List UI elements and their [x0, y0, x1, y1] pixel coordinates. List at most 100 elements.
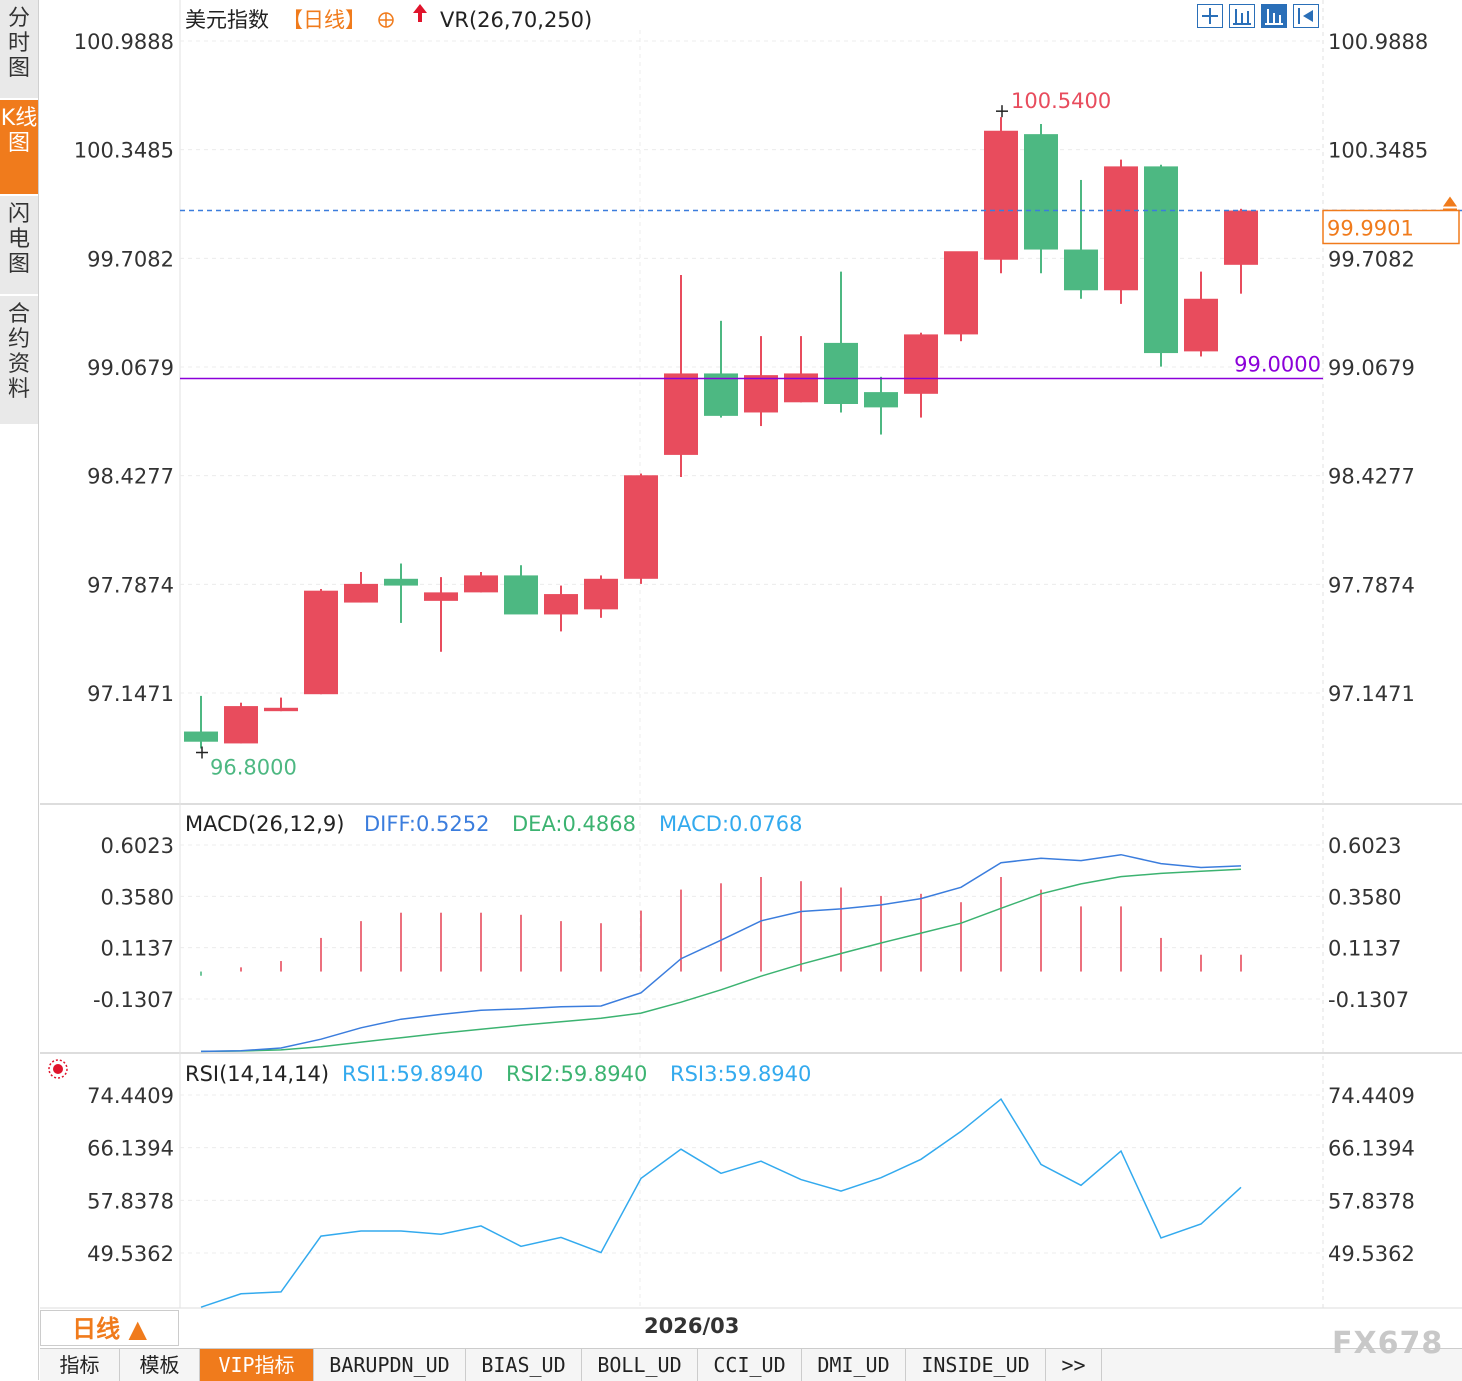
price-tick-label-left: 100.9888 — [74, 30, 174, 54]
price-tick-label-right: 97.7874 — [1328, 573, 1415, 597]
date-axis-label: 2026/03 — [644, 1314, 739, 1338]
price-tick-label-left: 98.4277 — [87, 465, 174, 489]
candle-body — [1224, 210, 1258, 265]
macd-tick-label-right: 0.6023 — [1328, 834, 1401, 858]
candle-body — [544, 594, 578, 615]
side-tab-bar: 分时图 K线图 闪电图 合约资料 — [0, 0, 39, 1380]
settings-icon[interactable] — [48, 1059, 68, 1079]
side-tab-contract-info[interactable]: 合约资料 — [0, 296, 38, 426]
crosshair-icon[interactable] — [1197, 4, 1223, 28]
instrument-title: 美元指数 — [185, 8, 269, 32]
price-tick-label-right: 99.7082 — [1328, 247, 1415, 271]
rsi1-label: RSI1:59.8940 — [342, 1062, 483, 1086]
tab-boll[interactable]: BOLL_UD — [582, 1349, 698, 1381]
candle-body — [664, 373, 698, 455]
kline-chart[interactable]: 100.9888 100.9888 100.3485 100.3485 99.7082 9… — [0, 0, 1462, 1348]
rsi-tick-label-left: 74.4409 — [87, 1084, 174, 1108]
candle-body — [424, 592, 458, 601]
tab-vip-indicators[interactable]: VIP指标 — [200, 1349, 314, 1381]
tab-more[interactable]: >> — [1046, 1349, 1102, 1381]
macd-tick-label-left: -0.1307 — [93, 988, 174, 1012]
candle-body — [184, 731, 218, 742]
rsi-tick-label-left: 57.8378 — [87, 1189, 174, 1213]
candle-body — [744, 375, 778, 413]
candle-body — [784, 373, 818, 403]
tab-inside[interactable]: INSIDE_UD — [906, 1349, 1046, 1381]
indicator-tab-bar: 指标 模板 VIP指标 BARUPDN_UD BIAS_UD BOLL_UD C… — [40, 1348, 1462, 1381]
candle-body — [824, 342, 858, 404]
overlay: 99.9901 99.0000 100.5400 96.8000 — [180, 89, 1462, 780]
price-tick-label-left: 99.7082 — [87, 247, 174, 271]
candle-body — [224, 706, 258, 744]
candle-body — [864, 392, 898, 408]
axis-labels: 100.9888 100.9888 100.3485 100.3485 99.7082 9… — [74, 30, 1428, 1266]
rsi3-label: RSI3:59.8940 — [670, 1062, 811, 1086]
tab-cci[interactable]: CCI_UD — [698, 1349, 802, 1381]
candle-body — [624, 475, 658, 579]
macd-tick-label-right: 0.1137 — [1328, 937, 1401, 961]
price-tick-label-left: 100.3485 — [74, 139, 174, 163]
rsi-line — [200, 1097, 1242, 1308]
candle-body — [464, 575, 498, 593]
candle-body — [904, 334, 938, 394]
tab-bias[interactable]: BIAS_UD — [466, 1349, 582, 1381]
rsi-tick-label-right: 66.1394 — [1328, 1137, 1415, 1161]
tab-templates[interactable]: 模板 — [120, 1349, 200, 1381]
bar-chart-icon[interactable] — [1229, 4, 1255, 28]
candle-body — [1064, 249, 1098, 291]
add-indicator-icon[interactable] — [378, 12, 394, 28]
macd-dea-line — [200, 868, 1242, 1053]
price-tick-label-right: 97.1471 — [1328, 682, 1415, 706]
side-tab-kline[interactable]: K线图 — [0, 100, 38, 196]
macd-tick-label-left: 0.3580 — [101, 885, 174, 909]
tab-indicators[interactable]: 指标 — [40, 1349, 120, 1381]
tab-barupdn[interactable]: BARUPDN_UD — [314, 1349, 466, 1381]
macd-value-label: MACD:0.0768 — [659, 812, 803, 836]
side-tab-timeshare[interactable]: 分时图 — [0, 0, 38, 100]
price-tick-label-right: 100.3485 — [1328, 139, 1428, 163]
tab-dmi[interactable]: DMI_UD — [802, 1349, 906, 1381]
period-selector[interactable]: 日线 ▲ — [40, 1310, 179, 1346]
last-price-box — [1322, 209, 1460, 245]
macd-dea-label: DEA:0.4868 — [512, 812, 636, 836]
rsi2-label: RSI2:59.8940 — [506, 1062, 647, 1086]
candle-body — [504, 575, 538, 615]
candle-body — [1144, 166, 1178, 354]
price-tick-label-right: 99.0679 — [1328, 356, 1415, 380]
candle-body — [984, 130, 1018, 260]
last-price-label: 99.9901 — [1327, 216, 1414, 240]
macd-title: MACD(26,12,9) — [185, 812, 345, 836]
candle-body — [264, 707, 298, 712]
candle-body — [1104, 166, 1138, 291]
macd-panel — [200, 853, 1242, 1053]
rsi-tick-label-right: 57.8378 — [1328, 1189, 1415, 1213]
macd-tick-label-right: -0.1307 — [1328, 988, 1409, 1012]
candle-body — [1184, 298, 1218, 352]
period-tag[interactable]: 【日线】 — [282, 8, 366, 32]
rsi-tick-label-left: 66.1394 — [87, 1137, 174, 1161]
price-tick-label-right: 98.4277 — [1328, 465, 1415, 489]
candle-body — [304, 590, 338, 695]
price-tick-label-left: 97.7874 — [87, 573, 174, 597]
arrow-up-icon[interactable] — [413, 4, 427, 22]
price-tick-label-right: 100.9888 — [1328, 30, 1428, 54]
price-tick-label-left: 99.0679 — [87, 356, 174, 380]
step-forward-icon[interactable] — [1293, 4, 1319, 28]
side-tab-flash[interactable]: 闪电图 — [0, 196, 38, 296]
level-line-label: 99.0000 — [1234, 353, 1321, 377]
candle-body — [384, 578, 418, 586]
candle-body — [704, 373, 738, 416]
candle-body — [584, 578, 618, 610]
last-price-arrow-icon — [1443, 196, 1457, 207]
bar-chart-selected-icon[interactable] — [1261, 4, 1287, 28]
watermark-logo: FX678 — [1332, 1326, 1444, 1361]
macd-tick-label-left: 0.6023 — [101, 834, 174, 858]
vr-indicator-label: VR(26,70,250) — [440, 8, 592, 32]
candle-body — [344, 583, 378, 603]
low-marker-label: 96.8000 — [210, 756, 297, 780]
macd-diff-line — [200, 853, 1242, 1053]
macd-tick-label-left: 0.1137 — [101, 937, 174, 961]
rsi-tick-label-right: 74.4409 — [1328, 1084, 1415, 1108]
macd-tick-label-right: 0.3580 — [1328, 885, 1401, 909]
rsi-title: RSI(14,14,14) — [185, 1062, 329, 1086]
